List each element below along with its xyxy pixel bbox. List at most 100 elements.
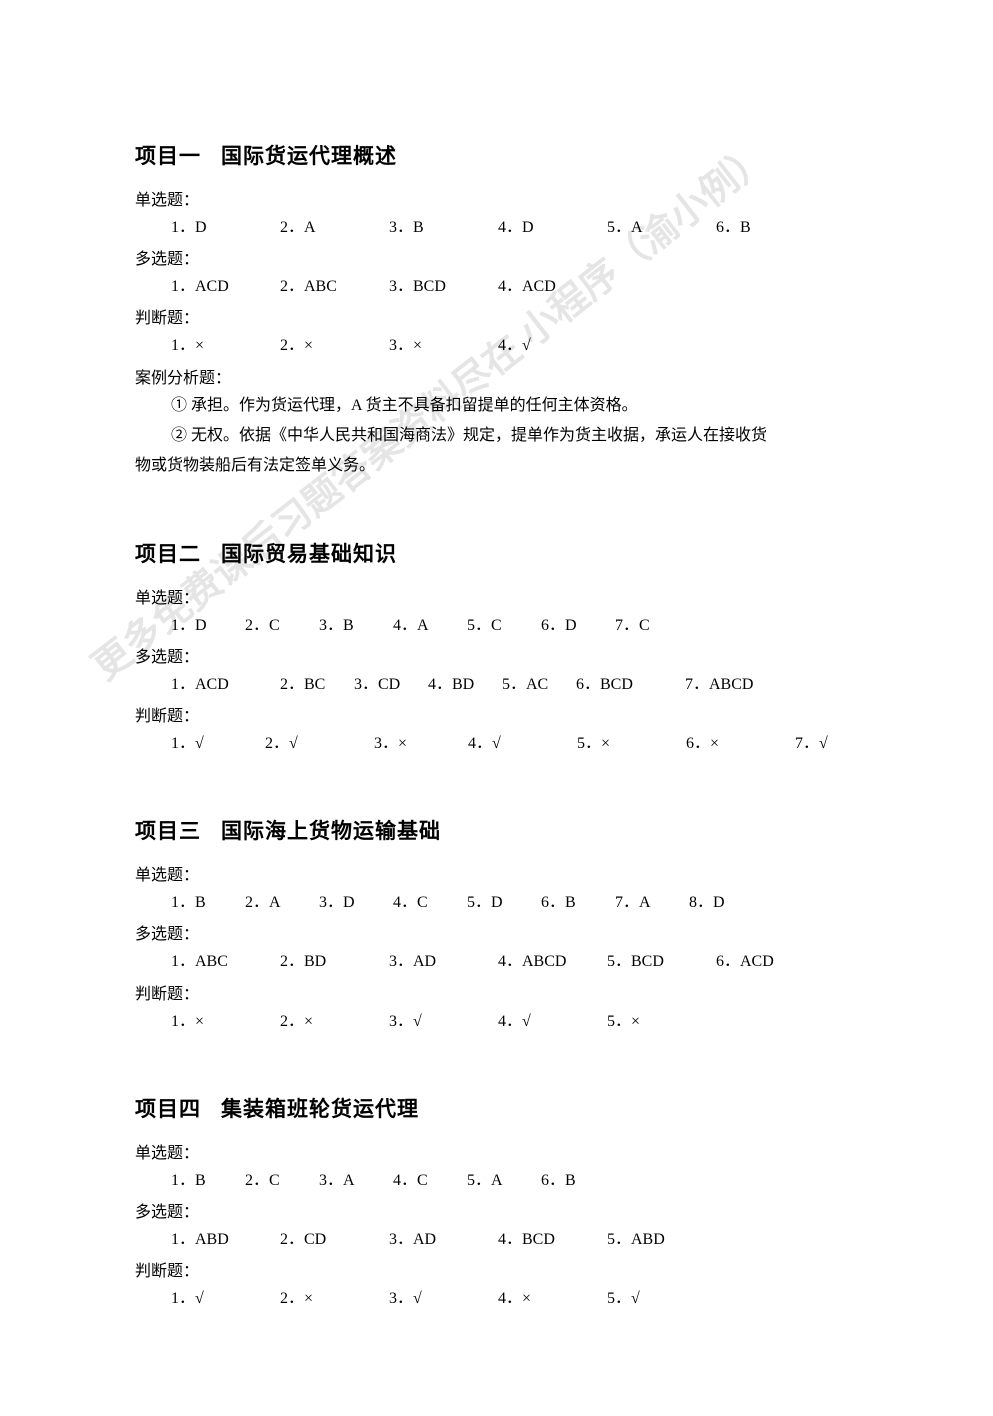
section-4-judge-answers: 1．√ 2．× 3．√ 4．× 5．√	[135, 1285, 858, 1312]
answer-item: 1．ABC	[171, 948, 276, 975]
answer-item: 6．BCD	[576, 671, 681, 698]
section-4-multi-answers: 1．ABD 2．CD 3．AD 4．BCD 5．ABD	[135, 1226, 858, 1253]
section-3-multi-answers: 1．ABC 2．BD 3．AD 4．ABCD 5．BCD 6．ACD	[135, 948, 858, 975]
section-3-judge-answers: 1．× 2．× 3．√ 4．√ 5．×	[135, 1008, 858, 1035]
section-2-main: 国际贸易基础知识	[221, 543, 397, 566]
section-3-single-answers: 1．B 2．A 3．D 4．C 5．D 6．B 7．A 8．D	[135, 889, 858, 916]
answer-item: 5．AC	[502, 671, 572, 698]
answer-item: 5．×	[607, 1008, 687, 1035]
section-1-multi-answers: 1．ACD 2．ABC 3．BCD 4．ACD	[135, 273, 858, 300]
answer-item: 2．×	[280, 1285, 385, 1312]
answer-item: 5．C	[467, 612, 537, 639]
answer-item: 1．×	[171, 1008, 276, 1035]
section-1-prefix: 项目一	[135, 145, 201, 168]
answer-item: 4．√	[468, 730, 573, 757]
answer-item: 1．D	[171, 612, 241, 639]
section-4-prefix: 项目四	[135, 1098, 201, 1121]
answer-item: 5．ABD	[607, 1226, 697, 1253]
answer-item: 6．ACD	[716, 948, 806, 975]
answer-item: 4．A	[393, 612, 463, 639]
answer-item: 3．AD	[389, 1226, 494, 1253]
answer-item: 3．√	[389, 1008, 494, 1035]
section-4-main: 集装箱班轮货运代理	[221, 1098, 419, 1121]
section-3-judge-label: 判断题：	[135, 980, 858, 1004]
section-2-title: 项目二国际贸易基础知识	[135, 538, 858, 568]
answer-item: 1．√	[171, 730, 261, 757]
section-1-case-label: 案例分析题：	[135, 364, 858, 388]
section-3-main: 国际海上货物运输基础	[221, 820, 441, 843]
answer-item: 3．AD	[389, 948, 494, 975]
section-1-judge-answers: 1．× 2．× 3．× 4．√	[135, 332, 858, 359]
answer-item: 2．A	[280, 214, 385, 241]
answer-item: 2．ABC	[280, 273, 385, 300]
answer-item: 6．B	[541, 889, 611, 916]
answer-item: 4．BCD	[498, 1226, 603, 1253]
section-2-judge-label: 判断题：	[135, 702, 858, 726]
section-2-multi-answers: 1．ACD 2．BC 3．CD 4．BD 5．AC 6．BCD 7．ABCD	[135, 671, 858, 698]
document-content: 项目一国际货运代理概述 单选题： 1．D 2．A 3．B 4．D 5．A 6．B…	[135, 140, 858, 1312]
answer-item: 5．A	[467, 1167, 537, 1194]
answer-item: 1．√	[171, 1285, 276, 1312]
section-1-main: 国际货运代理概述	[221, 145, 397, 168]
answer-item: 4．D	[498, 214, 603, 241]
answer-item: 2．C	[245, 612, 315, 639]
case-line-1: ① 承担。作为货运代理，A 货主不具备扣留提单的任何主体资格。	[135, 392, 858, 420]
answer-item: 5．×	[577, 730, 682, 757]
answer-item: 7．C	[615, 612, 685, 639]
answer-item: 3．B	[389, 214, 494, 241]
section-4-multi-label: 多选题：	[135, 1198, 858, 1222]
answer-item: 3．×	[389, 332, 494, 359]
answer-item: 7．A	[615, 889, 685, 916]
answer-item: 7．ABCD	[685, 671, 775, 698]
case-line-2-cont: 物或货物装船后有法定签单义务。	[135, 452, 858, 480]
section-3-title: 项目三国际海上货物运输基础	[135, 815, 858, 845]
answer-item: 3．CD	[354, 671, 424, 698]
answer-item: 3．A	[319, 1167, 389, 1194]
answer-item: 2．×	[280, 1008, 385, 1035]
answer-item: 4．×	[498, 1285, 603, 1312]
answer-item: 4．ACD	[498, 273, 603, 300]
answer-item: 1．ABD	[171, 1226, 276, 1253]
answer-item: 5．√	[607, 1285, 687, 1312]
case-line-2: ② 无权。依据《中华人民共和国海商法》规定，提单作为货主收据，承运人在接收货	[135, 422, 858, 450]
section-3-multi-label: 多选题：	[135, 920, 858, 944]
answer-item: 7．√	[795, 730, 855, 757]
section-2-single-label: 单选题：	[135, 584, 858, 608]
answer-item: 2．CD	[280, 1226, 385, 1253]
section-2: 项目二国际贸易基础知识 单选题： 1．D 2．C 3．B 4．A 5．C 6．D…	[135, 538, 858, 758]
section-1-single-label: 单选题：	[135, 186, 858, 210]
answer-item: 4．√	[498, 332, 603, 359]
answer-item: 6．B	[716, 214, 796, 241]
section-4-judge-label: 判断题：	[135, 1257, 858, 1281]
answer-item: 6．D	[541, 612, 611, 639]
section-1-single-answers: 1．D 2．A 3．B 4．D 5．A 6．B	[135, 214, 858, 241]
answer-item: 5．BCD	[607, 948, 712, 975]
answer-item: 4．C	[393, 889, 463, 916]
answer-item: 4．C	[393, 1167, 463, 1194]
answer-item: 4．ABCD	[498, 948, 603, 975]
section-2-single-answers: 1．D 2．C 3．B 4．A 5．C 6．D 7．C	[135, 612, 858, 639]
section-3: 项目三国际海上货物运输基础 单选题： 1．B 2．A 3．D 4．C 5．D 6…	[135, 815, 858, 1035]
answer-item: 3．B	[319, 612, 389, 639]
answer-item: 6．×	[686, 730, 791, 757]
answer-item: 3．√	[389, 1285, 494, 1312]
answer-item: 1．D	[171, 214, 276, 241]
answer-item: 1．×	[171, 332, 276, 359]
section-4-single-answers: 1．B 2．C 3．A 4．C 5．A 6．B	[135, 1167, 858, 1194]
section-2-prefix: 项目二	[135, 543, 201, 566]
answer-item: 2．A	[245, 889, 315, 916]
answer-item: 5．A	[607, 214, 712, 241]
answer-item: 2．√	[265, 730, 370, 757]
answer-item: 8．D	[689, 889, 759, 916]
section-4-single-label: 单选题：	[135, 1139, 858, 1163]
answer-item: 2．C	[245, 1167, 315, 1194]
section-2-judge-answers: 1．√ 2．√ 3．× 4．√ 5．× 6．× 7．√	[135, 730, 858, 757]
answer-item: 1．B	[171, 1167, 241, 1194]
answer-item: 2．×	[280, 332, 385, 359]
answer-item: 1．ACD	[171, 273, 276, 300]
answer-item: 2．BD	[280, 948, 385, 975]
section-1-title: 项目一国际货运代理概述	[135, 140, 858, 170]
answer-item: 4．√	[498, 1008, 603, 1035]
answer-item: 5．D	[467, 889, 537, 916]
answer-item: 6．B	[541, 1167, 611, 1194]
